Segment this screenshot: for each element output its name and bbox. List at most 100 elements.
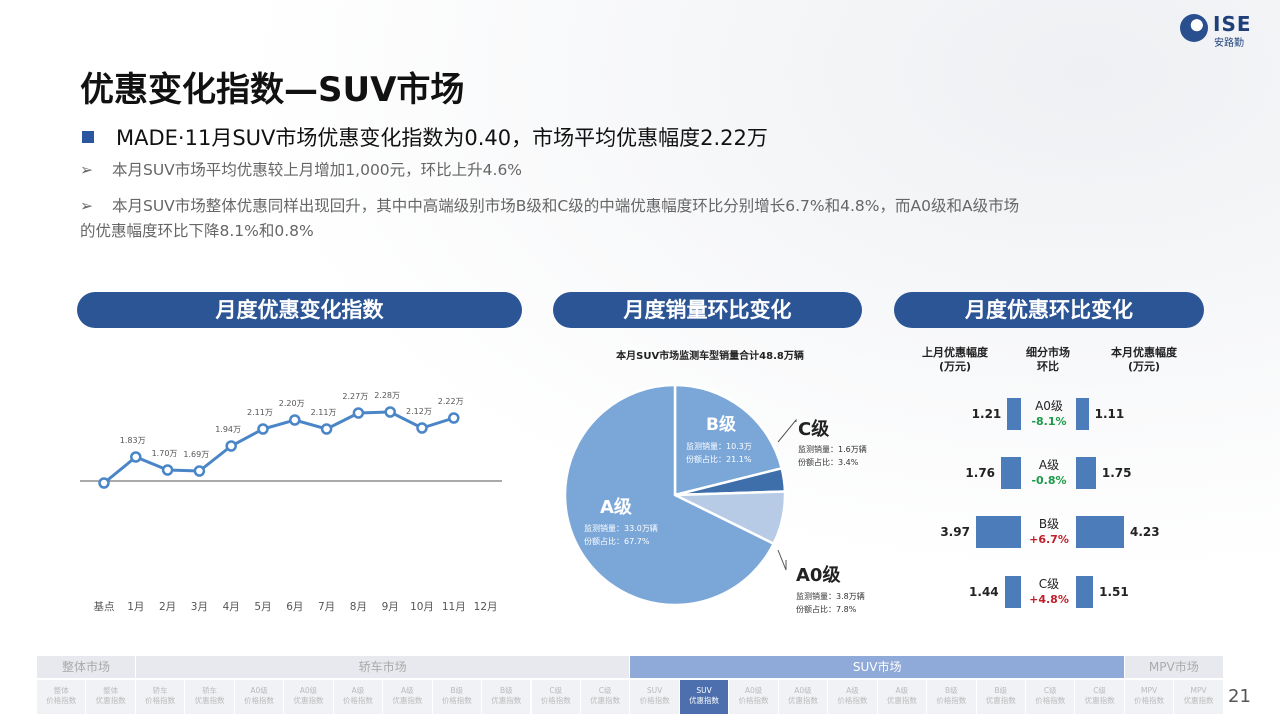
nav-item[interactable]: A0级 优惠指数	[284, 680, 333, 714]
index-data-label: 2.11万	[310, 408, 337, 417]
pie-sales-b: 10.3万	[726, 442, 752, 451]
page-title: 优惠变化指数—SUV市场	[80, 70, 465, 110]
nav-item[interactable]: B级 价格指数	[927, 680, 976, 714]
leader-line-a0	[777, 549, 787, 571]
info-key: 监测销量：	[584, 524, 624, 533]
index-data-label: 2.11万	[247, 408, 273, 417]
last-month-value: 1.21	[971, 407, 1002, 421]
current-month-value: 1.51	[1099, 585, 1129, 599]
month-tick-label: 11月	[441, 601, 466, 613]
month-tick-label: 2月	[159, 601, 177, 613]
nav-item[interactable]: C级 价格指数	[1026, 680, 1075, 714]
nav-item[interactable]: 整体 优惠指数	[86, 680, 135, 714]
pie-label-c: C级	[798, 419, 830, 440]
month-tick-label: 10月	[410, 601, 434, 613]
headline-text: MADE·11月SUV市场优惠变化指数为0.40，市场平均优惠幅度2.22万	[116, 126, 768, 150]
bullet-1-text: 本月SUV市场平均优惠较上月增加1,000元，环比上升4.6%	[112, 161, 523, 179]
month-tick-label: 基点	[93, 601, 115, 613]
nav-item[interactable]: A0级 价格指数	[729, 680, 778, 714]
nav-item[interactable]: A级 价格指数	[333, 680, 383, 714]
segment-name: A级 -0.8%	[1024, 458, 1074, 488]
nav-item[interactable]: B级 优惠指数	[976, 680, 1025, 714]
month-tick-label: 9月	[381, 601, 399, 613]
month-tick-label: 3月	[190, 601, 208, 613]
info-key: 份额占比：	[796, 605, 836, 614]
pie-sales-c: 1.6万辆	[838, 445, 867, 454]
index-data-label: 2.27万	[342, 392, 369, 401]
nav-item[interactable]: C级 价格指数	[531, 680, 580, 714]
sales-pie-chart	[563, 383, 797, 607]
info-key: 监测销量：	[796, 592, 836, 601]
segment-label: A级	[1038, 458, 1060, 472]
index-point	[289, 414, 301, 426]
index-point	[257, 423, 269, 435]
section-monthly-discount: 月度优惠环比变化	[894, 292, 1204, 328]
index-data-label: 1.94万	[215, 425, 241, 434]
nav-item[interactable]: A级 优惠指数	[383, 680, 432, 714]
nav-item[interactable]: 轿车 价格指数	[135, 680, 185, 714]
nav-category[interactable]: 轿车市场	[135, 656, 630, 678]
month-tick-label: 8月	[349, 601, 367, 613]
pie-share-b: 21.1%	[726, 455, 752, 464]
index-point	[416, 422, 428, 434]
last-month-bar	[1007, 398, 1021, 430]
nav-category[interactable]: 整体市场	[37, 656, 135, 678]
current-month-bar	[1076, 516, 1124, 548]
pie-info-c: 监测销量：1.6万辆 份额占比：3.4%	[798, 443, 867, 469]
current-month-value: 1.11	[1094, 407, 1125, 421]
pie-share-c: 3.4%	[838, 458, 859, 467]
nav-item[interactable]: A0级 价格指数	[234, 680, 284, 714]
segment-change-pct: -8.1%	[1031, 415, 1067, 428]
index-point	[384, 406, 396, 418]
last-month-bar	[975, 516, 1021, 548]
current-month-bar	[1076, 457, 1096, 489]
logo-brand: ISE	[1213, 12, 1252, 36]
segment-change-pct: +6.7%	[1029, 533, 1069, 546]
nav-item[interactable]: MPV 价格指数	[1124, 680, 1174, 714]
current-month-value: 4.23	[1130, 525, 1160, 539]
bullet-1: ➢ 本月SUV市场平均优惠较上月增加1,000元，环比上升4.6%	[80, 158, 522, 183]
nav-item[interactable]: B级 优惠指数	[482, 680, 531, 714]
index-point	[448, 412, 460, 424]
nav-item[interactable]: A级 优惠指数	[877, 680, 927, 714]
index-data-label: 2.12万	[406, 407, 432, 416]
pie-sales-a0: 3.8万辆	[836, 592, 865, 601]
nav-item[interactable]: C级 优惠指数	[580, 680, 630, 714]
nav-item[interactable]: SUV 优惠指数	[679, 680, 729, 714]
square-bullet-icon	[82, 131, 94, 143]
info-key: 份额占比：	[798, 458, 838, 467]
nav-item[interactable]: 整体 价格指数	[37, 680, 86, 714]
nav-item[interactable]: SUV 价格指数	[630, 680, 679, 714]
arrow-bullet-icon: ➢	[80, 161, 93, 179]
index-data-label: 1.70万	[151, 449, 178, 458]
nav-item[interactable]: A级 价格指数	[828, 680, 877, 714]
pie-slice	[673, 383, 784, 497]
nav-item[interactable]: A0级 优惠指数	[778, 680, 828, 714]
last-month-bar	[1004, 576, 1021, 608]
pie-label-a: A级	[600, 497, 632, 518]
month-tick-label: 5月	[254, 601, 272, 613]
current-month-value: 1.75	[1101, 466, 1132, 480]
pie-info-a: 监测销量：33.0万辆 份额占比：67.7%	[584, 522, 658, 548]
nav-category[interactable]: MPV市场	[1124, 656, 1223, 678]
pie-share-a0: 7.8%	[836, 605, 857, 614]
header-current-month: 本月优惠幅度 (万元)	[1111, 346, 1177, 373]
logo-mark-icon	[1180, 14, 1208, 42]
logo-sub: 安路勤	[1214, 38, 1244, 49]
nav-item[interactable]: MPV 优惠指数	[1174, 680, 1223, 714]
pie-label-a0: A0级	[796, 565, 841, 586]
segment-name: A0级 -8.1%	[1024, 399, 1074, 429]
arrow-bullet-icon: ➢	[80, 197, 93, 215]
pie-slice	[563, 383, 776, 607]
nav-item[interactable]: 轿车 优惠指数	[185, 680, 234, 714]
last-month-value: 3.97	[940, 525, 970, 539]
index-point	[193, 465, 206, 477]
nav-category[interactable]: SUV市场	[630, 656, 1124, 678]
section-monthly-index: 月度优惠变化指数	[77, 292, 522, 328]
nav-item[interactable]: C级 优惠指数	[1075, 680, 1124, 714]
month-tick-label: 6月	[286, 601, 304, 613]
nav-item[interactable]: B级 价格指数	[432, 680, 482, 714]
index-data-label: 1.69万	[183, 450, 210, 459]
header-segment: 细分市场 环比	[1026, 346, 1070, 373]
info-key: 监测销量：	[798, 445, 838, 454]
